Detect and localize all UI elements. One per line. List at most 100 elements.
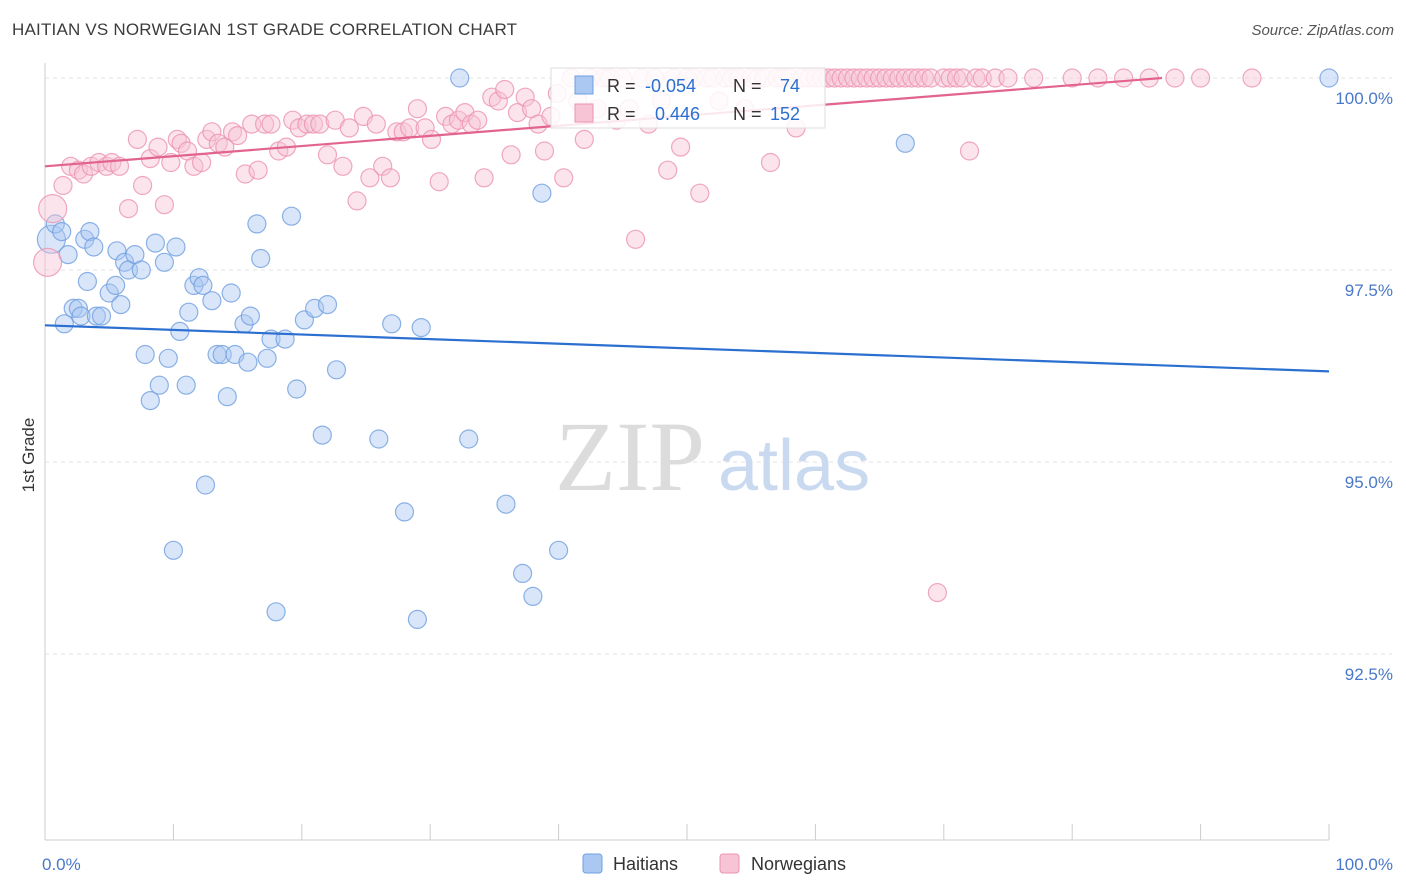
- data-point-norwegians: [333, 156, 353, 176]
- data-point-norwegians: [625, 229, 646, 249]
- data-point-haitians: [158, 348, 178, 368]
- data-point-haitians: [247, 214, 267, 234]
- data-point-haitians: [179, 302, 199, 322]
- data-point-norwegians: [192, 152, 212, 173]
- data-point-haitians: [45, 214, 65, 234]
- y-axis-title: 1st Grade: [19, 418, 38, 493]
- data-point-norwegians: [1113, 68, 1134, 88]
- data-point-norwegians: [760, 152, 781, 173]
- y-tick-label: 92.5%: [1345, 665, 1393, 684]
- watermark-atlas: atlas: [718, 426, 870, 506]
- stats-swatch-norwegians: [574, 103, 594, 123]
- data-point-haitians: [154, 252, 174, 272]
- data-point-norwegians: [118, 199, 139, 219]
- data-point-norwegians: [507, 102, 528, 123]
- data-point-haitians: [523, 586, 543, 607]
- y-tick-label: 97.5%: [1345, 281, 1393, 300]
- data-point-norwegians: [255, 114, 275, 134]
- legend-swatch-norwegians: [719, 853, 740, 874]
- data-point-norwegians: [303, 114, 323, 134]
- stats-legend-box: R = -0.054 N = 74 R = 0.446 N = 152: [550, 67, 826, 129]
- data-point-haitians: [84, 237, 104, 257]
- data-point-norwegians: [261, 114, 281, 134]
- data-point-norwegians: [1024, 68, 1044, 88]
- data-point-norwegians: [946, 68, 967, 88]
- data-point-norwegians: [574, 129, 594, 149]
- legend-label-norwegians: Norwegians: [751, 854, 846, 874]
- data-point-norwegians: [998, 68, 1018, 88]
- chart-title: HAITIAN VS NORWEGIAN 1ST GRADE CORRELATI…: [12, 20, 518, 39]
- stats-n-label-norwegians: N =: [733, 104, 762, 124]
- data-point-norwegians: [133, 175, 153, 196]
- data-point-norwegians: [222, 122, 243, 142]
- data-point-norwegians: [38, 194, 68, 224]
- data-point-norwegians: [228, 126, 248, 146]
- data-point-norwegians: [1165, 68, 1185, 88]
- data-point-norwegians: [959, 141, 980, 161]
- data-point-haitians: [52, 222, 72, 242]
- data-point-haitians: [140, 391, 160, 411]
- data-point-haitians: [240, 306, 260, 326]
- data-point-norwegians: [495, 79, 515, 100]
- data-point-haitians: [80, 222, 100, 242]
- data-point-norwegians: [310, 114, 330, 134]
- stats-r-value-norwegians: 0.446: [655, 104, 700, 124]
- data-point-haitians: [145, 233, 165, 253]
- data-point-haitians: [496, 494, 516, 514]
- source-label: Source: ZipAtlas.com: [1251, 22, 1394, 39]
- data-point-haitians: [281, 206, 302, 226]
- data-point-haitians: [287, 379, 307, 399]
- legend-swatch-haitians: [582, 853, 603, 874]
- stats-n-value-haitians: 74: [780, 76, 800, 96]
- data-point-norwegians: [554, 168, 574, 188]
- data-point-haitians: [369, 429, 389, 449]
- data-point-norwegians: [658, 160, 678, 180]
- data-point-norwegians: [154, 195, 174, 215]
- data-point-norwegians: [534, 141, 555, 161]
- data-point-norwegians: [68, 160, 89, 180]
- data-point-haitians: [407, 609, 427, 630]
- data-point-haitians: [77, 271, 98, 292]
- data-point-haitians: [251, 248, 271, 269]
- legend-label-haitians: Haitians: [613, 854, 678, 874]
- data-point-haitians: [54, 314, 74, 334]
- data-point-haitians: [163, 540, 183, 560]
- data-point-haitians: [217, 387, 237, 407]
- data-point-norwegians: [202, 122, 222, 142]
- x-tick-label-left: 0.0%: [42, 855, 81, 874]
- data-point-norwegians: [474, 168, 494, 188]
- data-point-norwegians: [515, 87, 535, 107]
- bottom-legend: Haitians Norwegians: [582, 853, 846, 874]
- data-point-norwegians: [73, 164, 94, 184]
- series-norwegians-points: [32, 68, 1262, 603]
- data-point-haitians: [193, 275, 213, 295]
- data-point-norwegians: [235, 164, 255, 184]
- watermark-zip: ZIP: [555, 401, 705, 512]
- data-point-haitians: [411, 318, 431, 338]
- data-point-norwegians: [127, 129, 147, 149]
- data-point-haitians: [532, 183, 552, 203]
- data-point-norwegians: [407, 99, 427, 119]
- data-point-haitians: [107, 241, 127, 261]
- data-point-norwegians: [317, 145, 338, 165]
- data-point-haitians: [317, 295, 338, 315]
- data-point-norwegians: [501, 145, 521, 165]
- data-point-haitians: [63, 298, 83, 318]
- data-point-haitians: [394, 502, 415, 522]
- data-point-norwegians: [1062, 68, 1082, 88]
- data-point-norwegians: [347, 191, 367, 211]
- data-point-haitians: [221, 283, 241, 303]
- data-point-norwegians: [53, 175, 73, 196]
- data-point-haitians: [105, 275, 126, 295]
- data-point-norwegians: [914, 68, 935, 88]
- stats-n-label-haitians: N =: [733, 76, 762, 96]
- stats-r-label-norwegians: R =: [607, 104, 636, 124]
- data-point-haitians: [1319, 68, 1339, 88]
- data-point-haitians: [512, 563, 533, 584]
- axis-layer: 100.0% 97.5% 95.0% 92.5% 0.0% 100.0%: [42, 63, 1393, 874]
- data-point-haitians: [312, 425, 332, 445]
- data-point-haitians: [135, 344, 155, 365]
- data-point-norwegians: [339, 118, 359, 138]
- watermark: ZIP atlas: [555, 401, 870, 512]
- data-point-norwegians: [927, 582, 948, 603]
